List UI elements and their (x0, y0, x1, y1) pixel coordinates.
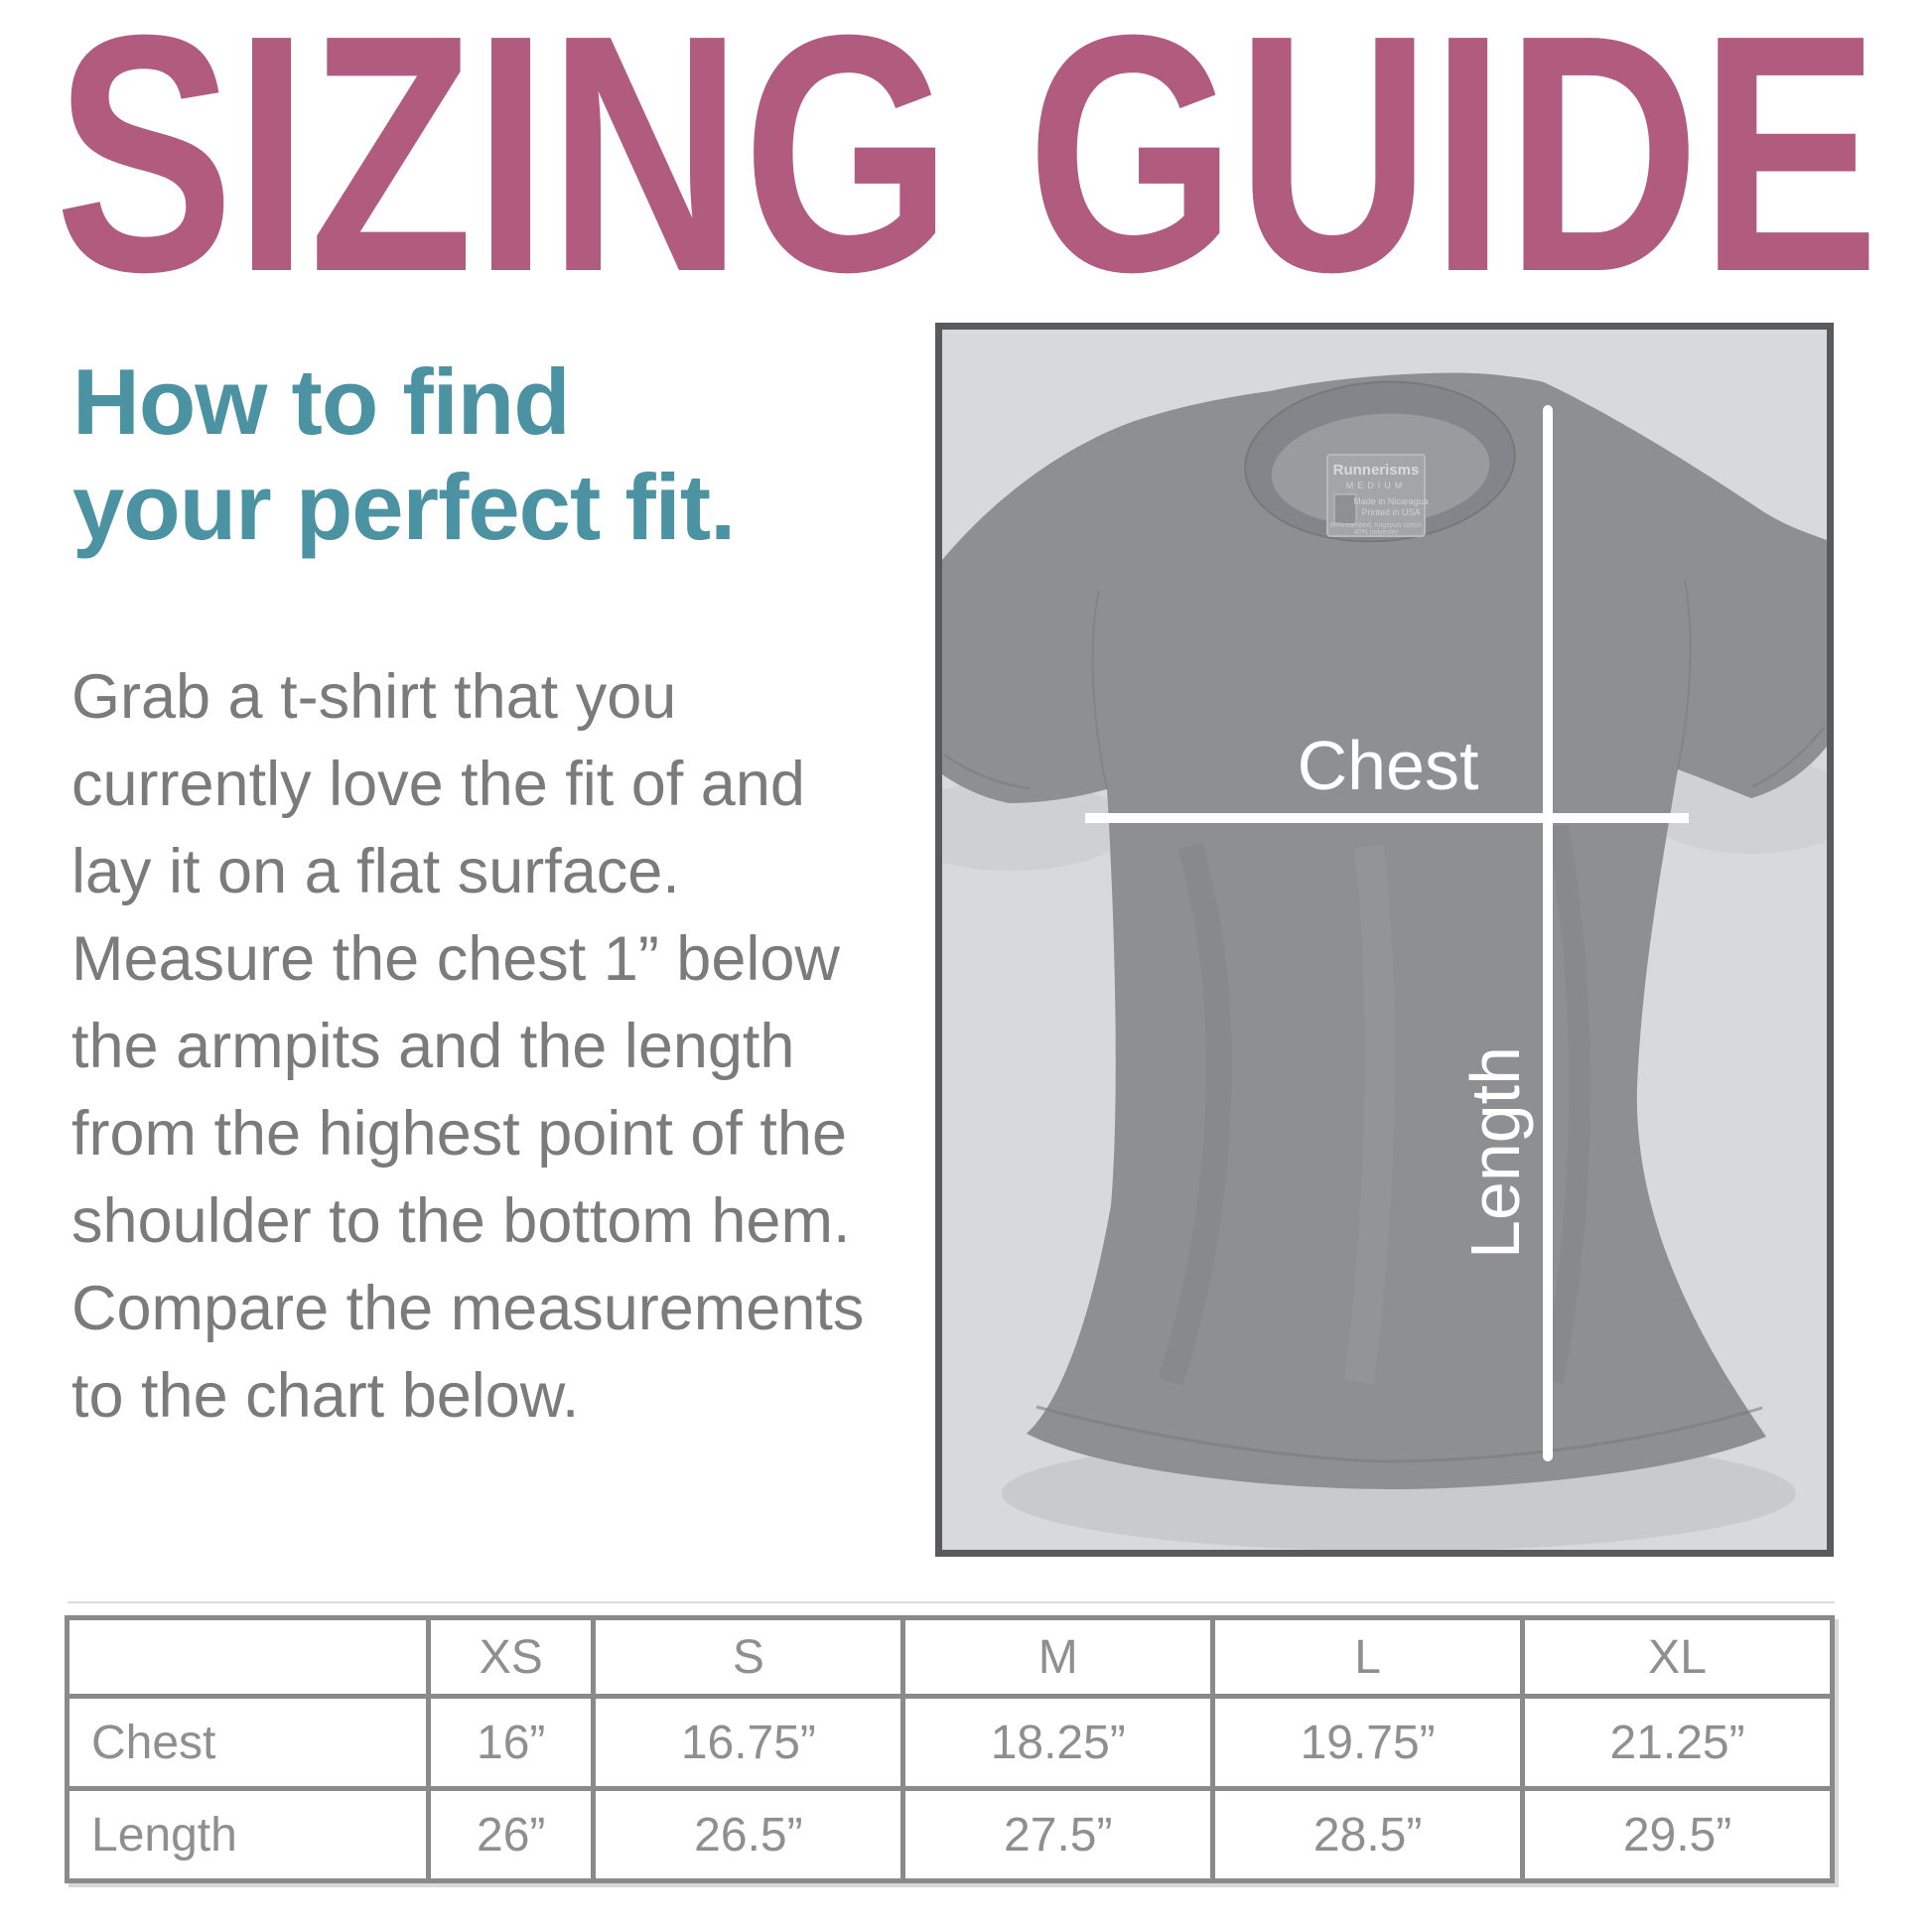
shirt-tag: Runnerisms MEDIUM Made in Nicaragua Prin… (1326, 454, 1429, 537)
tshirt-silhouette (942, 372, 1827, 1489)
instructions-line: the armpits and the length (71, 1012, 795, 1081)
size-chart-header-row: XS S M L XL (65, 1615, 1835, 1699)
size-chart-table: XS S M L XL Chest 16” 16.75” 18.25” 19.7… (65, 1615, 1835, 1883)
instructions-line: Grab a t-shirt that you (71, 662, 677, 732)
size-chart-col-l: L (1210, 1615, 1526, 1699)
instructions-line: Compare the measurements (71, 1274, 865, 1343)
chest-xs: 16” (425, 1694, 597, 1791)
sleeve-shadow-left (942, 781, 1131, 871)
shirt-wrinkles (1158, 824, 1591, 1386)
chest-row-label: Chest (65, 1694, 431, 1791)
length-measure-line (1543, 405, 1553, 1461)
chest-l: 19.75” (1210, 1694, 1526, 1791)
tag-brand: Runnerisms (1333, 462, 1420, 479)
chest-s: 16.75” (591, 1694, 906, 1791)
page-title-text: SIZING GUIDE (55, 0, 1879, 298)
instructions-line: currently love the fit of and (71, 750, 805, 819)
page-title: SIZING GUIDE (55, 0, 1879, 298)
chest-measure-line (1085, 813, 1689, 823)
instructions-line: from the highest point of the (71, 1099, 847, 1169)
tag-origin-2: Printed in USA (1361, 507, 1420, 517)
size-chart-length-row: Length 26” 26.5” 27.5” 28.5” 29.5” (65, 1786, 1835, 1883)
length-s: 26.5” (591, 1786, 906, 1883)
size-chart-col-s: S (591, 1615, 906, 1699)
instructions-line: shoulder to the bottom hem. (71, 1186, 851, 1256)
instructions-line: to the chart below. (71, 1361, 580, 1431)
size-chart-col-xl: XL (1520, 1615, 1835, 1699)
tag-logo-icon (1333, 493, 1357, 525)
instructions-line: Measure the chest 1” below (71, 924, 840, 994)
tag-origin-1: Made in Nicaragua (1353, 496, 1429, 506)
length-row-label: Length (65, 1786, 431, 1883)
shirt-diagram-box: Runnerisms MEDIUM Made in Nicaragua Prin… (935, 323, 1834, 1557)
instructions-line: lay it on a flat surface. (71, 837, 680, 906)
shirt-diagram: Runnerisms MEDIUM Made in Nicaragua Prin… (942, 372, 1827, 1550)
subtitle-line-2: your perfect fit. (72, 455, 736, 559)
shirt-seams (943, 579, 1826, 1463)
chest-label: Chest (1298, 727, 1479, 804)
chest-xl: 21.25” (1520, 1694, 1835, 1791)
table-top-rule (68, 1601, 1835, 1603)
tag-size: MEDIUM (1346, 481, 1407, 490)
length-xs: 26” (425, 1786, 597, 1883)
chest-m: 18.25” (900, 1694, 1216, 1791)
subtitle-line-1: How to find (72, 349, 571, 454)
length-l: 28.5” (1210, 1786, 1526, 1883)
instructions-paragraph: Grab a t-shirt that you currently love t… (71, 653, 866, 1440)
length-label: Length (1456, 1046, 1534, 1259)
tag-material-1: 60% combed, ringspun cotton (1330, 522, 1423, 529)
size-chart-col-xs: XS (425, 1615, 597, 1699)
length-xl: 29.5” (1520, 1786, 1835, 1883)
subtitle: How to find your perfect fit. (72, 349, 867, 560)
tag-material-2: 40% polyester (1354, 529, 1399, 536)
length-m: 27.5” (900, 1786, 1216, 1883)
size-chart-col-m: M (900, 1615, 1216, 1699)
size-chart-corner-cell (65, 1615, 431, 1699)
size-chart-chest-row: Chest 16” 16.75” 18.25” 19.75” 21.25” (65, 1694, 1835, 1791)
